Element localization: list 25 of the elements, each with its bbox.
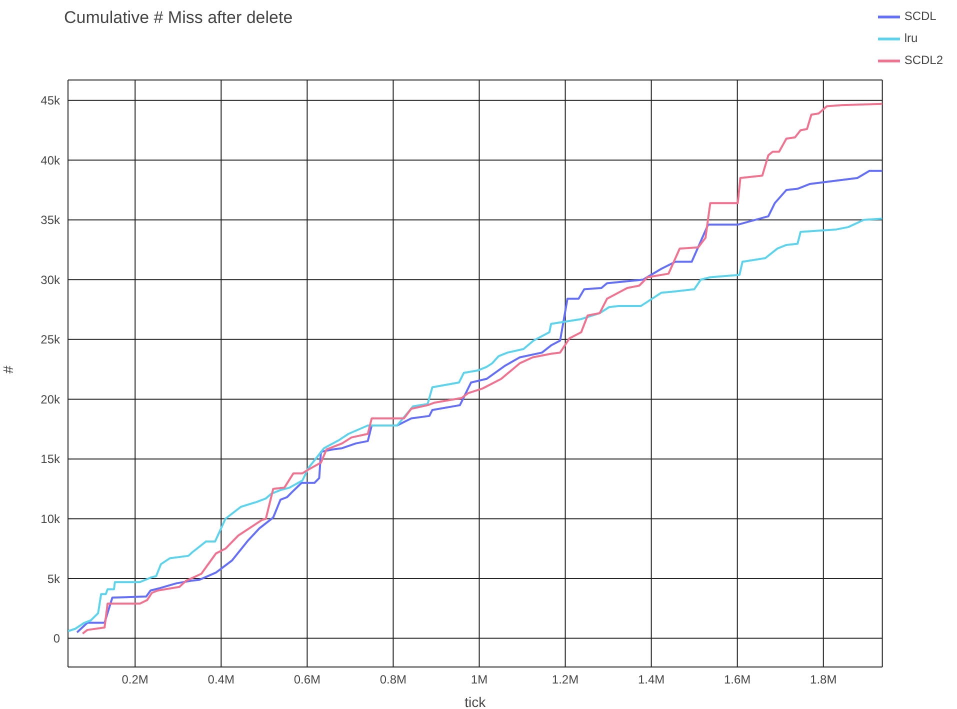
y-tick-label: 40k xyxy=(40,153,61,168)
y-tick-label: 5k xyxy=(47,572,61,586)
y-axis-title: # xyxy=(0,366,16,374)
y-tick-label: 15k xyxy=(40,452,61,466)
x-tick-label: 1M xyxy=(470,672,488,687)
y-tick-label: 35k xyxy=(40,213,61,228)
x-tick-label: 1.6M xyxy=(724,672,751,687)
x-tick-label: 0.2M xyxy=(122,672,148,687)
x-tick-label: 0.8M xyxy=(380,672,407,687)
y-tick-label: 30k xyxy=(40,272,61,287)
x-axis-title: tick xyxy=(464,694,487,709)
legend-label: SCDL2 xyxy=(904,53,943,68)
y-tick-label: 0 xyxy=(53,632,60,646)
y-tick-label: 10k xyxy=(40,512,61,526)
x-tick-label: 0.6M xyxy=(294,672,321,687)
chart-title: Cumulative # Miss after delete xyxy=(64,8,293,28)
y-tick-label: 25k xyxy=(40,332,61,347)
x-tick-label: 1.8M xyxy=(810,672,837,687)
y-tick-label: 20k xyxy=(40,392,61,406)
x-tick-label: 1.4M xyxy=(638,672,665,687)
legend-label: lru xyxy=(904,31,918,46)
y-tick-label: 45k xyxy=(40,94,61,108)
x-tick-label: 1.2M xyxy=(552,672,579,687)
legend-label: SCDL xyxy=(904,9,936,24)
x-tick-label: 0.4M xyxy=(208,672,234,687)
